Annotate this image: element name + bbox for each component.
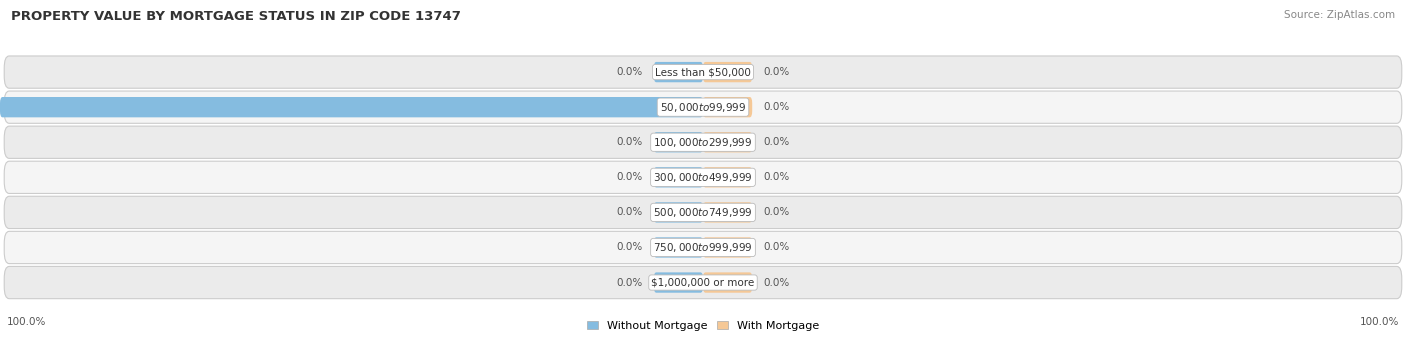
Text: $300,000 to $499,999: $300,000 to $499,999 bbox=[654, 171, 752, 184]
FancyBboxPatch shape bbox=[703, 167, 752, 188]
Text: Less than $50,000: Less than $50,000 bbox=[655, 67, 751, 77]
Text: 0.0%: 0.0% bbox=[763, 242, 790, 252]
FancyBboxPatch shape bbox=[703, 132, 752, 152]
Text: 0.0%: 0.0% bbox=[616, 278, 643, 287]
Text: 0.0%: 0.0% bbox=[616, 207, 643, 218]
Text: 0.0%: 0.0% bbox=[616, 67, 643, 77]
Text: 100.0%: 100.0% bbox=[1360, 317, 1399, 327]
FancyBboxPatch shape bbox=[654, 62, 703, 82]
FancyBboxPatch shape bbox=[4, 161, 1402, 193]
Text: 0.0%: 0.0% bbox=[763, 102, 790, 112]
Text: $50,000 to $99,999: $50,000 to $99,999 bbox=[659, 101, 747, 114]
FancyBboxPatch shape bbox=[654, 167, 703, 188]
FancyBboxPatch shape bbox=[654, 237, 703, 258]
Text: 100.0%: 100.0% bbox=[7, 317, 46, 327]
FancyBboxPatch shape bbox=[703, 62, 752, 82]
FancyBboxPatch shape bbox=[4, 91, 1402, 123]
FancyBboxPatch shape bbox=[654, 202, 703, 223]
FancyBboxPatch shape bbox=[4, 266, 1402, 299]
Text: 0.0%: 0.0% bbox=[763, 67, 790, 77]
FancyBboxPatch shape bbox=[4, 126, 1402, 158]
FancyBboxPatch shape bbox=[703, 272, 752, 293]
Text: $750,000 to $999,999: $750,000 to $999,999 bbox=[654, 241, 752, 254]
FancyBboxPatch shape bbox=[4, 56, 1402, 88]
Text: 0.0%: 0.0% bbox=[763, 137, 790, 147]
Text: $500,000 to $749,999: $500,000 to $749,999 bbox=[654, 206, 752, 219]
Text: $1,000,000 or more: $1,000,000 or more bbox=[651, 278, 755, 287]
Text: PROPERTY VALUE BY MORTGAGE STATUS IN ZIP CODE 13747: PROPERTY VALUE BY MORTGAGE STATUS IN ZIP… bbox=[11, 10, 461, 23]
FancyBboxPatch shape bbox=[703, 97, 752, 117]
Text: 0.0%: 0.0% bbox=[763, 207, 790, 218]
FancyBboxPatch shape bbox=[4, 231, 1402, 264]
Text: 0.0%: 0.0% bbox=[616, 242, 643, 252]
FancyBboxPatch shape bbox=[703, 237, 752, 258]
Text: Source: ZipAtlas.com: Source: ZipAtlas.com bbox=[1284, 10, 1395, 20]
Text: 0.0%: 0.0% bbox=[616, 172, 643, 182]
FancyBboxPatch shape bbox=[0, 97, 703, 117]
FancyBboxPatch shape bbox=[703, 202, 752, 223]
FancyBboxPatch shape bbox=[4, 196, 1402, 228]
Text: $100,000 to $299,999: $100,000 to $299,999 bbox=[654, 136, 752, 149]
Legend: Without Mortgage, With Mortgage: Without Mortgage, With Mortgage bbox=[582, 316, 824, 336]
Text: 0.0%: 0.0% bbox=[763, 278, 790, 287]
Text: 0.0%: 0.0% bbox=[763, 172, 790, 182]
Text: 0.0%: 0.0% bbox=[616, 137, 643, 147]
FancyBboxPatch shape bbox=[654, 272, 703, 293]
FancyBboxPatch shape bbox=[654, 132, 703, 152]
